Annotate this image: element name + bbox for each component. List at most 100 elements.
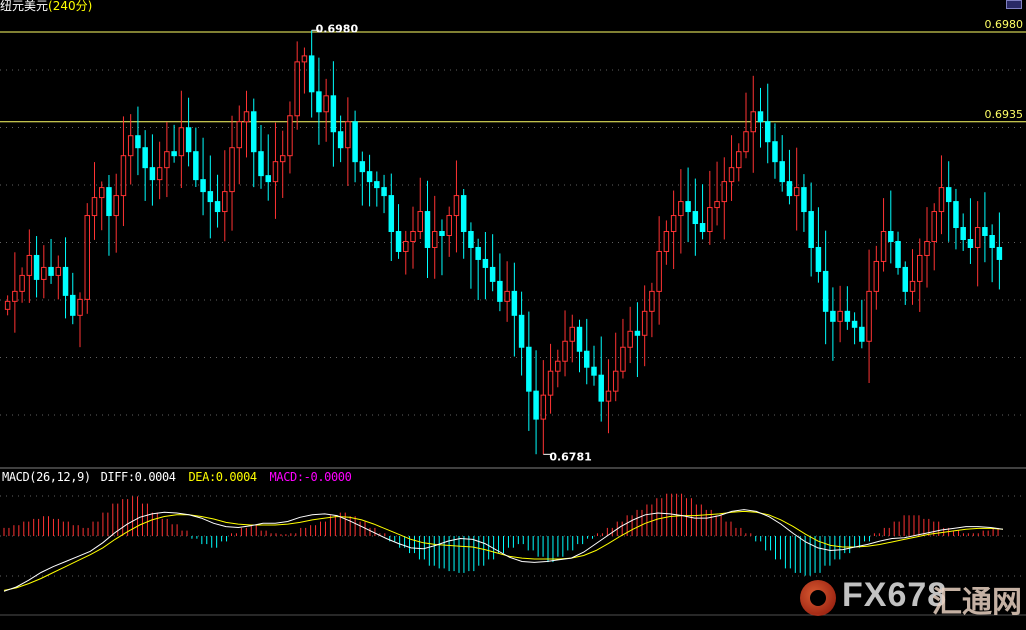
candle-body <box>960 227 966 240</box>
candle-body <box>98 187 105 199</box>
candle-body <box>359 161 366 173</box>
candle-body <box>41 266 47 280</box>
candle-body <box>533 390 539 420</box>
candle-body <box>308 55 315 93</box>
candle-body <box>764 121 771 143</box>
candle-body <box>258 151 264 177</box>
candle-body <box>830 310 836 322</box>
candle-body <box>569 326 576 342</box>
candle-body <box>678 201 684 217</box>
candle-body <box>279 155 286 163</box>
candle-body <box>808 211 814 248</box>
logo-brand: FX678 <box>842 576 948 614</box>
candle-body <box>938 187 945 213</box>
candle-body <box>750 111 756 133</box>
candle-body <box>504 290 510 302</box>
candle-body <box>482 258 489 268</box>
interval-label: (240分) <box>48 0 93 13</box>
candle-body <box>815 246 822 272</box>
candle-body <box>721 181 728 203</box>
candle-body <box>591 366 597 376</box>
candle-body <box>888 231 894 242</box>
candle-body <box>345 121 351 149</box>
candle-body <box>156 167 163 181</box>
candle-body <box>287 115 293 157</box>
candle-body <box>113 195 119 217</box>
candle-body <box>555 360 561 372</box>
candle-body <box>837 310 843 322</box>
high-label: 0.6980 <box>316 22 359 35</box>
candle-body <box>323 95 329 113</box>
candle-body <box>352 121 358 163</box>
candle-body <box>251 111 257 153</box>
candle-body <box>880 231 887 262</box>
candle-body <box>62 266 69 296</box>
candle-body <box>736 151 742 169</box>
candle-body <box>974 227 981 248</box>
candle-body <box>243 111 250 123</box>
candle-body <box>91 197 98 217</box>
candle-body <box>547 370 554 396</box>
chart-header: 纽元美元(240分) <box>0 0 92 14</box>
candle-body <box>931 211 937 242</box>
candle-body <box>48 266 54 276</box>
candle-body <box>641 310 648 336</box>
candle-body <box>164 151 170 169</box>
candle-body <box>135 135 141 149</box>
level-label: 0.6935 <box>985 108 1024 121</box>
level-label: 0.6980 <box>985 18 1024 31</box>
candle-body <box>996 246 1003 260</box>
candle-body <box>272 161 279 183</box>
candle-body <box>185 127 192 153</box>
candle-body <box>743 131 749 153</box>
candle-body <box>337 131 344 149</box>
candle-body <box>70 294 76 316</box>
candle-body <box>844 310 851 322</box>
candle-body <box>917 254 923 282</box>
candle-body <box>707 207 713 233</box>
candle-body <box>786 181 793 197</box>
diff-line <box>3 509 1004 592</box>
candle-body <box>214 201 221 213</box>
candle-body <box>200 179 206 193</box>
candle-body <box>381 187 387 197</box>
candle-body <box>620 346 626 372</box>
candle-body <box>222 191 228 213</box>
dea-line <box>3 510 1004 591</box>
macd-params: MACD(26,12,9) <box>2 470 91 484</box>
candle-body <box>439 231 445 237</box>
candle-body <box>106 187 112 217</box>
candle-body <box>584 350 590 368</box>
candle-body <box>178 127 185 157</box>
candle-body <box>489 266 496 282</box>
candle-body <box>475 246 481 260</box>
candle-body <box>945 187 952 203</box>
candle-body <box>265 175 271 183</box>
candle-body <box>526 346 532 392</box>
candle-body <box>229 147 235 193</box>
candle-body <box>612 370 619 392</box>
candle-body <box>12 290 18 302</box>
macd-legend: MACD(26,12,9) DIFF:0.0004 DEA:0.0004 MAC… <box>2 470 357 484</box>
candle-body <box>714 201 720 209</box>
candle-body <box>468 231 474 248</box>
candle-body <box>663 231 670 252</box>
candle-body <box>19 274 25 292</box>
window-toggle-icon[interactable] <box>1006 0 1022 9</box>
candle-body <box>236 121 243 149</box>
candle-body <box>497 280 503 302</box>
candle-body <box>895 240 901 268</box>
candle-body <box>301 55 308 63</box>
candle-body <box>859 326 865 342</box>
candle-body <box>902 266 909 292</box>
candle-body <box>511 290 518 316</box>
candle-body <box>576 326 583 352</box>
candle-body <box>924 240 930 256</box>
candle-body <box>127 135 134 157</box>
macd-diff-value: DIFF:0.0004 <box>100 470 176 484</box>
candle-body <box>26 254 33 276</box>
candle-body <box>410 231 416 242</box>
candle-body <box>982 227 988 237</box>
candle-body <box>453 195 460 217</box>
